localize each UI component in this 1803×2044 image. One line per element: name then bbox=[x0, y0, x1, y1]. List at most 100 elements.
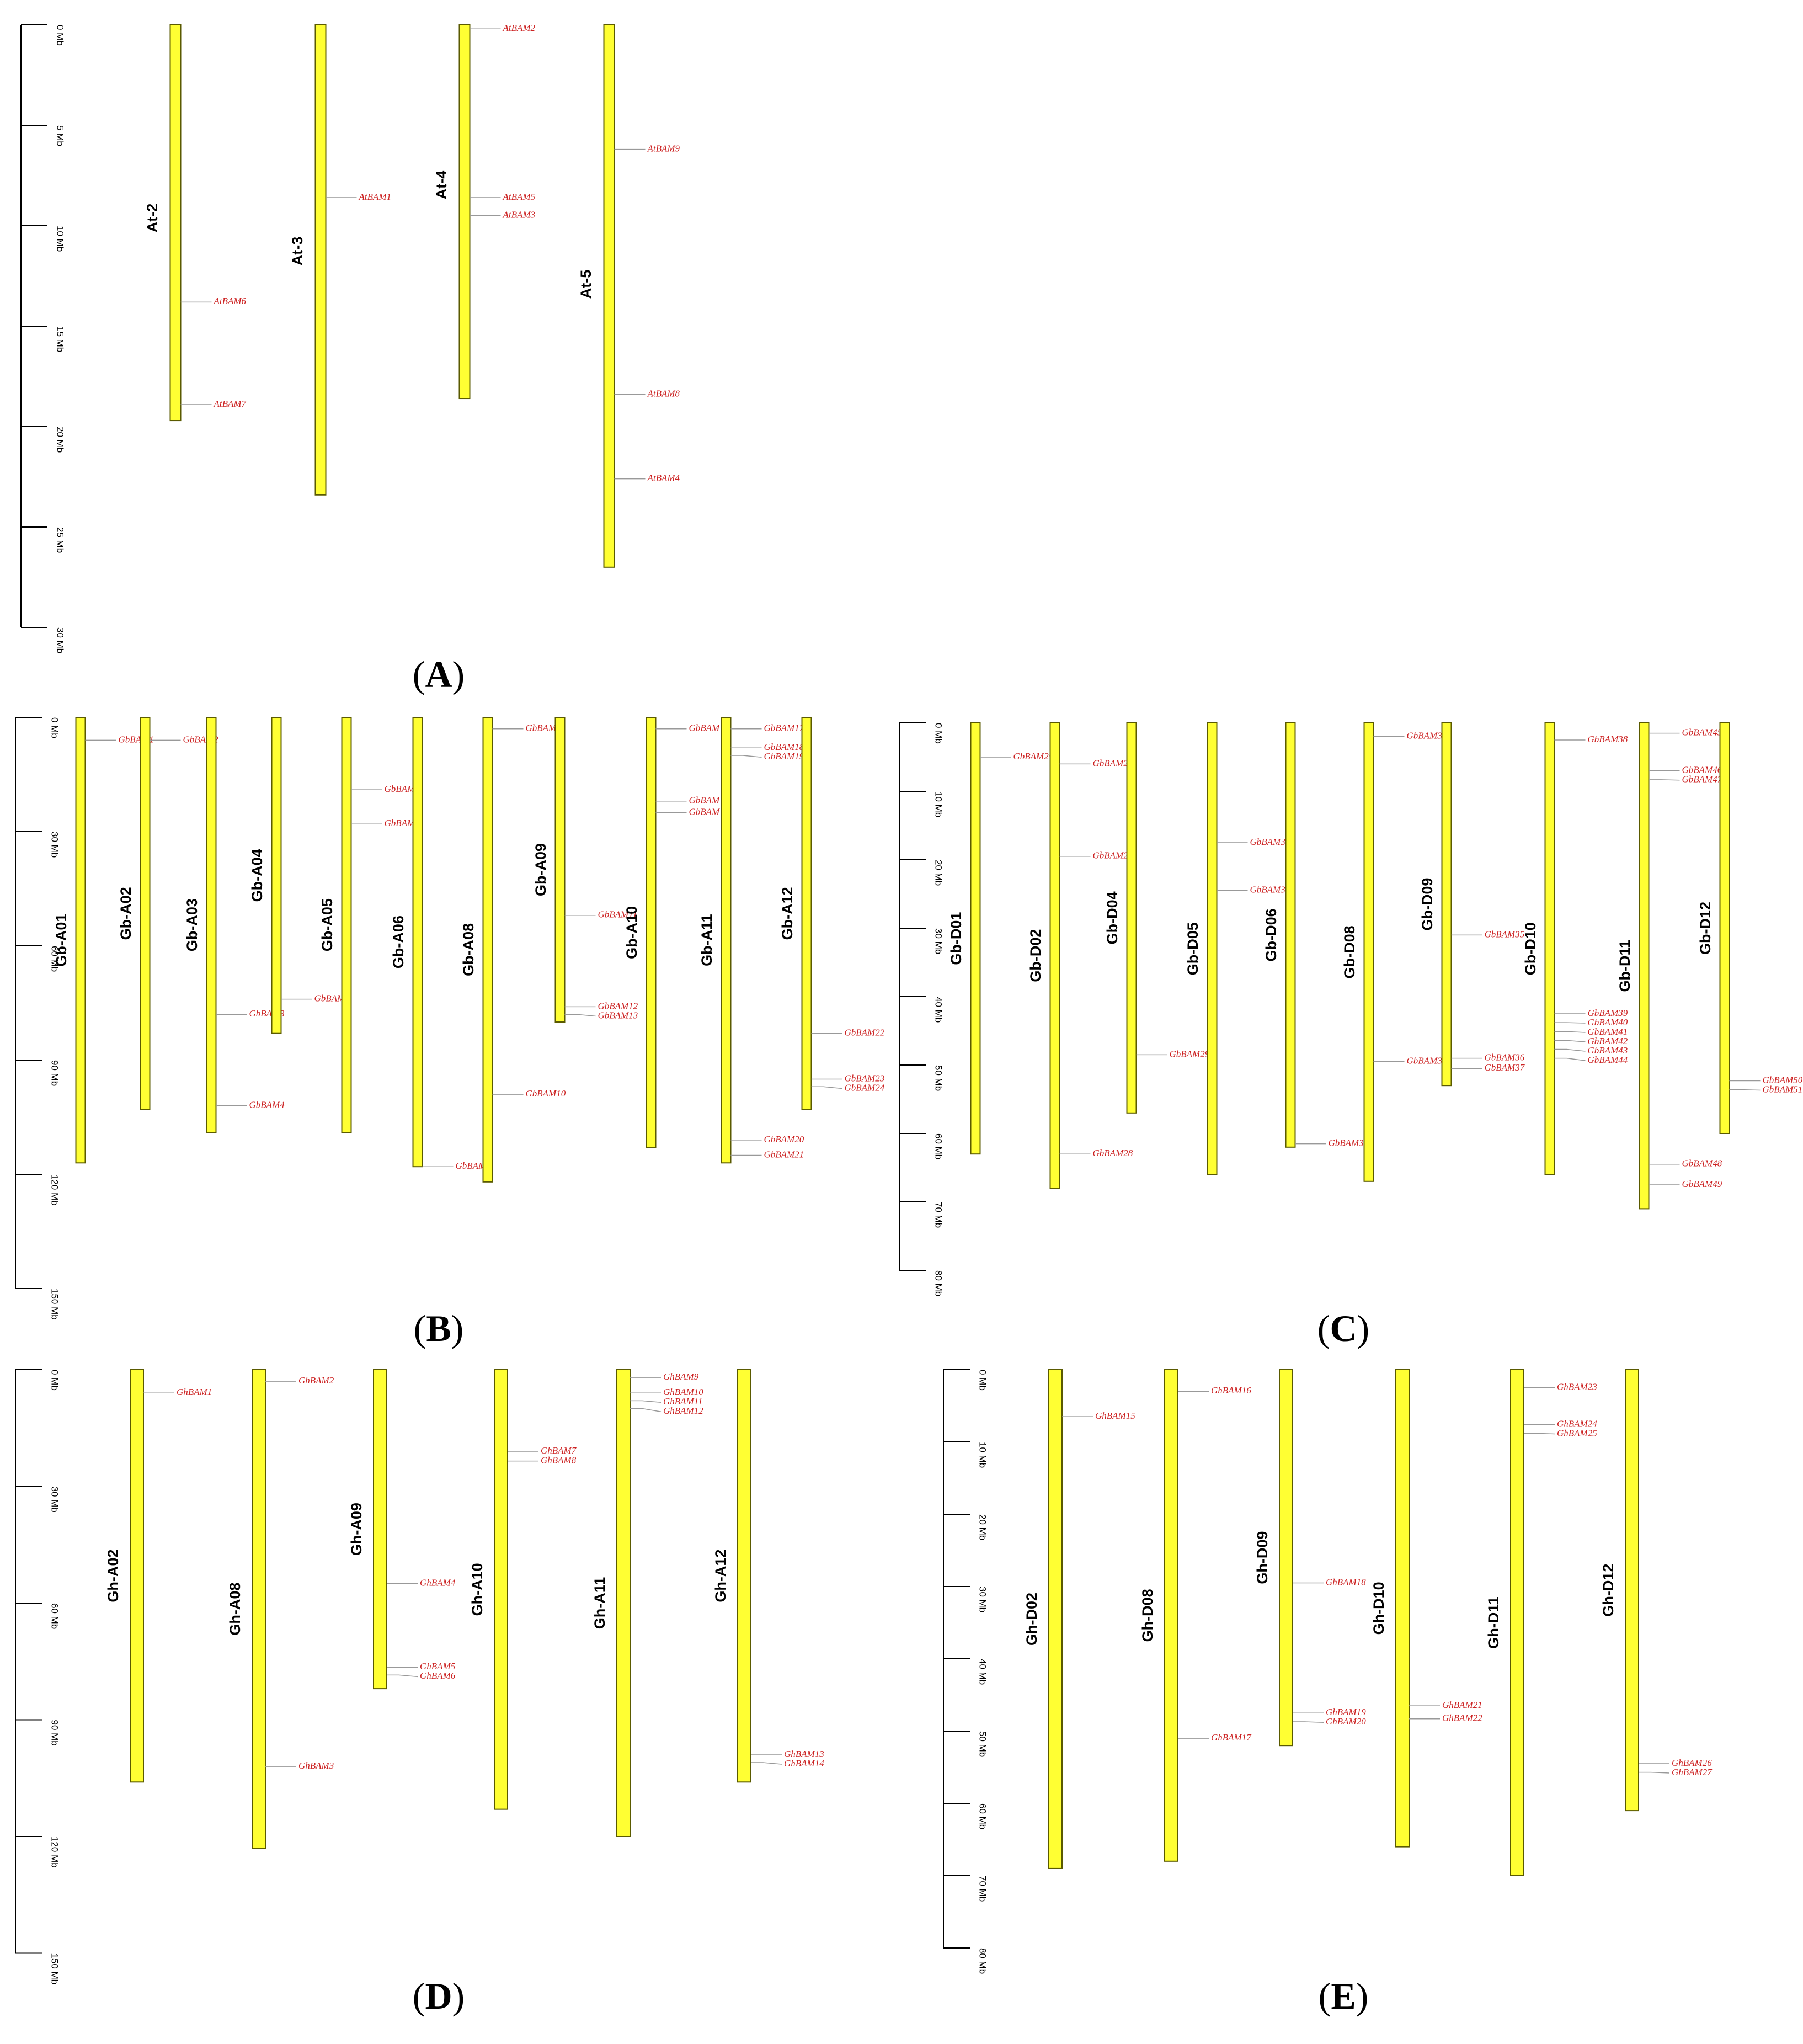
gene-label: GbBAM33 bbox=[1407, 731, 1447, 741]
chromosome-gh-d08: Gh-D08 GhBAM16 GhBAM17 bbox=[1139, 1369, 1252, 1862]
gene-label: GbBAM25 bbox=[1013, 751, 1054, 762]
gene-marker-line bbox=[1639, 1771, 1670, 1774]
axis-tick-label: 80 Mb bbox=[978, 1948, 988, 1974]
gene-label: GbBAM40 bbox=[1588, 1017, 1628, 1028]
chromosome-label: Gb-D10 bbox=[1522, 922, 1539, 975]
gene-label: GbBAM51 bbox=[1763, 1084, 1803, 1094]
chromosome-bar bbox=[1625, 1369, 1639, 1812]
gene-label: GbBAM10 bbox=[526, 1088, 566, 1099]
chromosome-gh-a02: Gh-A02 GhBAM1 bbox=[105, 1369, 212, 1783]
gene-label: GhBAM20 bbox=[1326, 1716, 1366, 1727]
axis-tick-label: 150 Mb bbox=[50, 1289, 60, 1320]
chromosome-gh-a08: Gh-A08 GhBAM2 GhBAM3 bbox=[227, 1369, 334, 1849]
gene-marker-line bbox=[1554, 1031, 1586, 1033]
gene-label: GbBAM20 bbox=[764, 1134, 804, 1145]
gene-label: GhBAM27 bbox=[1672, 1767, 1713, 1777]
chromosome-bar bbox=[1544, 722, 1555, 1175]
gene-marker-line bbox=[630, 1400, 662, 1403]
gene-label: GhBAM23 bbox=[1557, 1382, 1597, 1392]
axis-tick-label: 50 Mb bbox=[978, 1731, 988, 1757]
gene-label: AtBAM3 bbox=[503, 210, 536, 220]
gene-label: GbBAM17 bbox=[764, 723, 805, 733]
gene-label: AtBAM8 bbox=[647, 388, 680, 399]
gene-label: GbBAM24 bbox=[845, 1082, 885, 1093]
chromosome-bar bbox=[271, 717, 282, 1034]
gene-label: GbBAM16 bbox=[689, 806, 729, 817]
chromosome-bar bbox=[140, 717, 151, 1110]
chromosome-bar bbox=[970, 722, 981, 1155]
gene-label: GbBAM50 bbox=[1763, 1074, 1803, 1085]
gene-label: AtBAM6 bbox=[214, 296, 247, 306]
gene-label: AtBAM2 bbox=[503, 23, 536, 33]
chromosome-label: Gh-A08 bbox=[227, 1583, 243, 1636]
gene-label: GbBAM47 bbox=[1682, 774, 1723, 785]
chromosome-label: Gb-D05 bbox=[1185, 922, 1201, 975]
gene-marker-line bbox=[630, 1408, 662, 1413]
chromosome-label: Gh-D09 bbox=[1254, 1531, 1271, 1584]
panel-a: 0 Mb 5 Mb 10 Mb 15 Mb 20 Mb 25 Mb 30 Mb At-2 AtB… bbox=[20, 23, 680, 695]
gene-label: GbBAM12 bbox=[598, 1000, 638, 1011]
gene-label: GhBAM15 bbox=[1095, 1410, 1135, 1421]
gene-label: AtBAM5 bbox=[503, 191, 536, 202]
gene-label: AtBAM7 bbox=[214, 398, 247, 409]
chromosome-bar bbox=[1207, 722, 1218, 1175]
axis-tick-label: 0 Mb bbox=[50, 1370, 60, 1391]
gene-label: GbBAM29 bbox=[1170, 1048, 1210, 1059]
gene-label: GbBAM5 bbox=[314, 993, 350, 1004]
gene-label: GbBAM28 bbox=[1093, 1148, 1133, 1158]
chromosome-bar bbox=[252, 1369, 266, 1849]
chromosome-label: Gb-A09 bbox=[532, 843, 549, 896]
axis-tick-label: 120 Mb bbox=[50, 1174, 60, 1206]
gene-label: GbBAM14 bbox=[689, 723, 729, 733]
gene-label: GbBAM23 bbox=[845, 1073, 885, 1083]
gene-label: GbBAM34 bbox=[1407, 1056, 1447, 1066]
chromosome-bar bbox=[1363, 722, 1374, 1182]
chromosome-bar bbox=[482, 717, 493, 1183]
gene-label: GhBAM2 bbox=[298, 1375, 334, 1386]
chromosome-gb-d04: Gb-D04 GbBAM29 bbox=[1104, 722, 1210, 1114]
chromosome-bar bbox=[458, 24, 471, 400]
chromosome-label: Gh-A11 bbox=[591, 1577, 608, 1630]
gene-label: GhBAM4 bbox=[420, 1578, 456, 1588]
axis-tick-label: 60 Mb bbox=[978, 1803, 988, 1829]
gene-label: GhBAM25 bbox=[1557, 1428, 1597, 1438]
chromosome-bar bbox=[616, 1369, 631, 1837]
chromosome-at-4: At-4 AtBAM2 AtBAM5 AtBAM3 bbox=[433, 23, 536, 400]
panel-a-axis: 0 Mb 5 Mb 10 Mb 15 Mb 20 Mb 25 Mb 30 Mb bbox=[20, 24, 66, 653]
gene-label: GhBAM18 bbox=[1326, 1577, 1366, 1587]
gene-marker-line bbox=[1524, 1433, 1555, 1435]
gene-label: GbBAM30 bbox=[1250, 837, 1290, 847]
gene-marker-line bbox=[730, 755, 762, 758]
gene-marker-line bbox=[811, 1086, 842, 1089]
gene-label: GbBAM44 bbox=[1588, 1055, 1628, 1065]
gene-label: GhBAM5 bbox=[420, 1661, 455, 1672]
gene-label: GbBAM22 bbox=[845, 1028, 885, 1038]
axis-tick-label: 30 Mb bbox=[50, 832, 60, 858]
gene-label: GhBAM3 bbox=[298, 1760, 334, 1771]
chromosome-bar bbox=[603, 24, 615, 568]
chromosome-gb-d06: Gb-D06 GbBAM32 bbox=[1263, 722, 1369, 1148]
axis-tick-label: 40 Mb bbox=[933, 997, 944, 1023]
gene-label: GbBAM9 bbox=[526, 723, 562, 733]
chromosome-label: Gb-A12 bbox=[779, 887, 796, 940]
chromosome-gb-d10: Gb-D10GbBAM38GbBAM39GbBAM40GbBAM41GbBAM4… bbox=[1522, 722, 1628, 1175]
gene-label: GbBAM27 bbox=[1093, 850, 1134, 861]
gene-label: GbBAM11 bbox=[598, 909, 637, 920]
axis-tick-label: 10 Mb bbox=[978, 1442, 988, 1468]
axis-tick-label: 15 Mb bbox=[55, 326, 66, 352]
axis-tick-label: 80 Mb bbox=[933, 1270, 944, 1296]
chromosome-label: Gb-A04 bbox=[249, 849, 265, 902]
chromosome-label: Gb-A02 bbox=[118, 887, 134, 940]
panel-b-axis: 0 Mb 30 Mb 60 Mb 90 Mb 120 Mb 150 Mb bbox=[15, 717, 60, 1320]
gene-label: GhBAM21 bbox=[1442, 1700, 1482, 1710]
axis-tick-label: 0 Mb bbox=[933, 723, 944, 744]
gene-label: GbBAM19 bbox=[764, 751, 804, 762]
gene-label: GhBAM26 bbox=[1672, 1758, 1712, 1768]
gene-label: GhBAM19 bbox=[1326, 1707, 1366, 1717]
chromosome-label: At-3 bbox=[289, 237, 306, 266]
